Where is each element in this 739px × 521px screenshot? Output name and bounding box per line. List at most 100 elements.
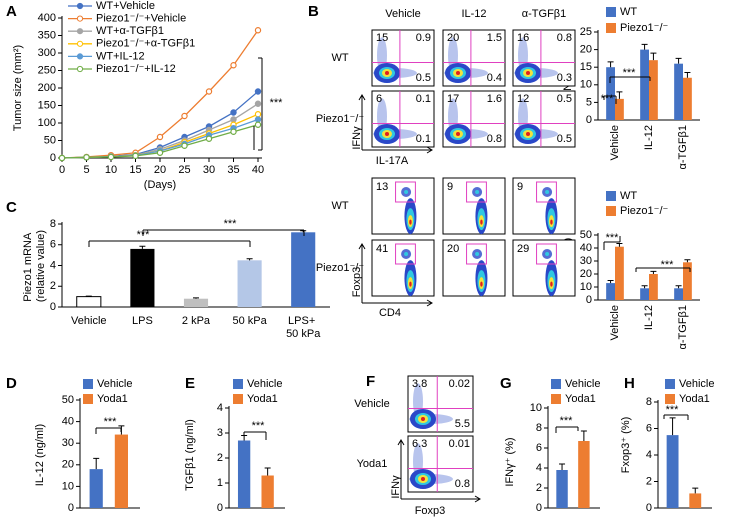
error-bar [616, 242, 623, 247]
bar [683, 77, 692, 120]
point [205, 88, 213, 95]
legend-swatch [606, 7, 616, 17]
quadrant-value: 15 [376, 32, 388, 44]
decoration [512, 239, 576, 297]
legend-label: WT+Vehicle [96, 0, 155, 12]
quadrant-value: 16 [517, 32, 529, 44]
row-label: Yoda1 [357, 458, 388, 470]
decoration [401, 495, 481, 503]
flow-y-label: IFNγ [390, 475, 402, 499]
bar [674, 63, 683, 120]
legend-label: Piezo1⁻/⁻ [620, 205, 668, 217]
y-tick-label: 200 [38, 82, 56, 94]
quadrant-value: 20 [447, 32, 459, 44]
decoration [466, 243, 487, 265]
y-tick-label: 20 [580, 268, 592, 280]
flow-y-label: Foxp3 [351, 267, 363, 298]
y-tick-label: 50 [62, 394, 74, 406]
panel-letter: C [6, 199, 17, 216]
y-tick-label: 50 [580, 229, 592, 241]
significance: *** [601, 93, 615, 105]
point [58, 154, 66, 162]
legend-swatch [233, 379, 243, 389]
bar [130, 248, 155, 307]
point [181, 142, 188, 149]
bar [76, 296, 102, 308]
y-tick-label: 0 [646, 502, 652, 514]
legend-label: WT+α-TGFβ1 [96, 25, 164, 37]
y-tick-label: 10 [62, 480, 74, 492]
decoration [407, 375, 474, 433]
row-label: WT [331, 200, 348, 212]
row-label: WT [331, 52, 348, 64]
significance: *** [666, 404, 680, 416]
error-bar [650, 270, 657, 274]
y-tick-label: 10 [580, 79, 592, 91]
x-tick-label: 10 [105, 164, 117, 176]
y-tick-label: 0 [68, 502, 74, 514]
y-tick-label: 0 [50, 301, 56, 313]
quadrant-value: 0.9 [416, 32, 431, 44]
legend-marker [76, 15, 84, 22]
error-bar [264, 467, 271, 476]
y-axis-label: IFNγ⁺ (%) [504, 437, 516, 486]
quadrant-value: 0.1 [416, 133, 431, 145]
gate-value: 29 [517, 243, 529, 255]
y-tick-label: 15 [580, 61, 592, 73]
significance: *** [623, 67, 637, 79]
bar [556, 470, 568, 508]
significance: *** [137, 229, 151, 241]
y-axis-label: Tumor size (mm²) [12, 45, 24, 131]
decoration [550, 219, 553, 225]
error-bar [669, 417, 676, 436]
error-bar [139, 245, 146, 249]
legend-swatch [665, 394, 675, 404]
y-tick-label: 0 [50, 152, 56, 164]
decoration [512, 177, 576, 235]
bar [89, 469, 103, 508]
legend-swatch [606, 206, 616, 216]
y-tick-label: 2 [536, 482, 542, 494]
bar [640, 288, 649, 300]
x-tick-label: 25 [178, 164, 190, 176]
x-tick-label: Vehicle [71, 315, 106, 327]
y-tick-label: 4 [50, 259, 56, 271]
panel-letter: H [624, 375, 635, 392]
error-bar [559, 463, 566, 470]
decoration [385, 71, 389, 75]
y-tick-label: 5 [586, 96, 592, 108]
y-tick-label: 300 [38, 47, 56, 59]
quadrant-value: 0.02 [449, 378, 470, 390]
quadrant-value: 5.5 [455, 418, 470, 430]
decoration [475, 252, 480, 256]
y-tick-label: 8 [536, 422, 542, 434]
decoration [536, 181, 557, 203]
bar [615, 246, 624, 300]
legend-label: Vehicle [247, 378, 282, 390]
decoration [404, 252, 409, 256]
legend-label: Vehicle [679, 378, 714, 390]
y-axis-label: IL-12 (ng/ml) [34, 424, 46, 486]
y-axis-label: Piezo1 mRNA (relative value) [22, 230, 47, 302]
quadrant-value: 3.8 [412, 378, 427, 390]
panel-letter: G [500, 375, 512, 392]
legend-label: Vehicle [97, 378, 132, 390]
quadrant-value: 0.5 [557, 93, 572, 105]
y-tick-label: 4 [217, 402, 223, 414]
y-axis-label: TGFβ1 (ng/ml) [184, 419, 196, 491]
quadrant-value: 0.4 [487, 72, 502, 84]
quadrant-value: 0.8 [455, 478, 470, 490]
column-header: Vehicle [385, 8, 420, 20]
error-bar [93, 457, 100, 470]
decoration [409, 281, 412, 287]
row-label: Vehicle [354, 398, 389, 410]
panel-letter: A [6, 3, 17, 20]
decoration [475, 190, 480, 194]
significance: *** [104, 416, 118, 428]
bar [606, 67, 615, 120]
y-tick-label: 40 [580, 242, 592, 254]
y-tick-label: 1 [217, 477, 223, 489]
y-tick-label: 10 [530, 402, 542, 414]
quadrant-value: 0.5 [557, 133, 572, 145]
x-tick-label: Vehicle [609, 305, 621, 340]
